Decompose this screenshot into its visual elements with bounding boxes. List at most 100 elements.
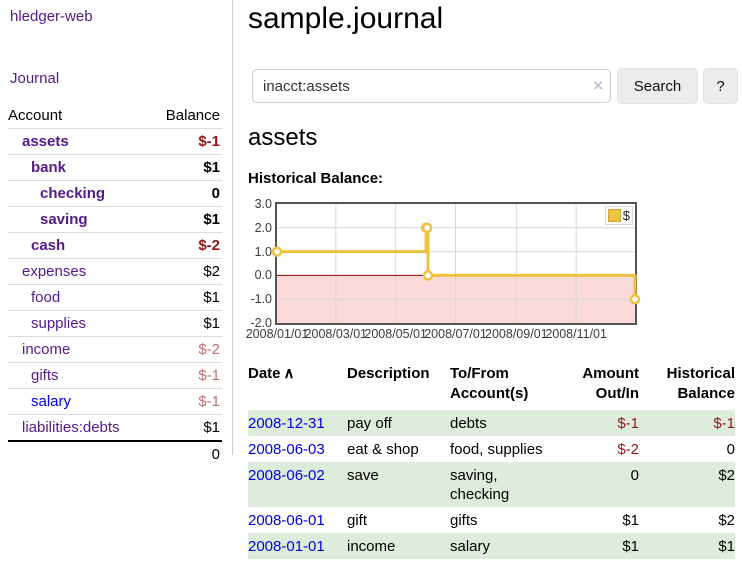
x-axis-tick: 2008/07/01 [424,327,487,341]
transactions-header-row: Date ∧ Description To/From Account(s) Amo… [248,363,735,410]
y-axis-tick: 2.0 [254,220,272,235]
accounts-total-balance: 0 [150,440,222,467]
transaction-row: 2008-06-01 gift gifts $1 $2 [248,507,735,533]
transaction-date-link[interactable]: 2008-06-02 [248,467,325,484]
account-balance: $1 [150,284,222,311]
transaction-balance: $2 [718,467,735,484]
legend-label: $ [622,208,630,223]
account-balance: $2 [150,258,222,285]
search-box: × [252,69,611,103]
accounts-header-account: Account [8,103,151,129]
account-balance: $1 [150,414,222,442]
transaction-accounts: salary [450,538,491,555]
y-axis-tick: 1.0 [254,244,272,259]
account-row: saving $1 [8,206,222,233]
account-link[interactable]: salary [31,393,72,410]
transactions-table-body: 2008-12-31 pay off debts $-1 $-1 2008-06… [248,410,735,559]
account-row: assets $-1 [8,128,222,155]
clear-search-icon[interactable]: × [593,76,603,95]
account-link[interactable]: gifts [31,367,59,384]
search-input[interactable] [252,69,611,103]
account-heading: assets [248,124,318,151]
page-title: sample.journal [248,2,444,35]
account-link[interactable]: assets [22,133,69,150]
transaction-amount: $1 [622,538,639,555]
y-axis-tick: 0.0 [254,268,272,283]
transaction-description: save [347,467,379,484]
transaction-balance: $2 [718,512,735,529]
transaction-description: gift [347,512,368,529]
accounts-table-header: Account Balance [8,103,222,129]
account-link[interactable]: cash [31,237,66,254]
transaction-amount: $-2 [617,441,639,458]
account-link[interactable]: liabilities:debts [22,419,120,436]
transactions-header-date[interactable]: Date ∧ [248,365,295,382]
x-axis-tick: 2008/03/01 [304,327,368,341]
transactions-header-accounts: To/From Account(s) [450,365,529,402]
transaction-date-link[interactable]: 2008-06-01 [248,512,325,529]
account-link[interactable]: income [22,341,71,358]
transaction-accounts: saving, checking [450,467,510,503]
transactions-header-balance: Historical Balance [666,365,735,402]
transaction-amount: $1 [622,512,639,529]
y-axis-tick: 3.0 [254,197,272,211]
y-axis-tick: -2.0 [250,316,272,330]
account-link[interactable]: checking [40,185,106,202]
y-axis-tick: -1.0 [250,292,272,307]
help-button[interactable]: ? [703,68,738,104]
legend-swatch-icon [607,209,621,222]
account-row: liabilities:debts $1 [8,414,222,442]
search-button[interactable]: Search [617,68,698,104]
account-row: bank $1 [8,154,222,181]
transaction-description: income [347,538,396,555]
transaction-row: 2008-12-31 pay off debts $-1 $-1 [248,410,735,436]
transaction-date-link[interactable]: 2008-06-03 [248,441,325,458]
accounts-total-row: 0 [8,440,222,467]
accounts-table: Account Balance assets $-1 bank $1 check… [8,103,222,467]
transaction-row: 2008-06-03 eat & shop food, supplies $-2… [248,436,735,462]
transactions-table: Date ∧ Description To/From Account(s) Amo… [248,363,735,559]
account-link[interactable]: saving [40,211,88,228]
accounts-header-balance: Balance [150,103,222,129]
account-row: expenses $2 [8,258,222,285]
balance-chart: $ 3.0 2.0 1.0 0.0 -1.0 -2.0 2008/01/01 2008/03/… [245,197,668,344]
app-title-link[interactable]: hledger-web [10,8,93,25]
account-balance: $1 [150,206,222,233]
account-balance: 0 [150,180,222,207]
account-row: income $-2 [8,336,222,363]
account-link[interactable]: expenses [22,263,87,280]
transaction-date-link[interactable]: 2008-01-01 [248,538,325,555]
transactions-header-amount: Amount Out/In [582,365,639,402]
balance-chart-svg [271,204,641,323]
balance-chart-plot: $ [271,202,641,325]
account-row: checking 0 [8,180,222,207]
x-axis-tick: 2008/05/01 [364,327,427,341]
account-row: gifts $-1 [8,362,222,389]
accounts-total-spacer [8,440,151,467]
transaction-accounts: gifts [450,512,478,529]
transaction-accounts: debts [450,415,487,432]
accounts-table-body: assets $-1 bank $1 checking 0 saving $1 … [8,128,222,442]
transaction-row: 2008-01-01 income salary $1 $1 [248,533,735,559]
transaction-balance: $-1 [713,415,735,432]
x-axis-tick: 2008/09/01 [485,327,548,341]
sidebar: hledger-web Journal Account Balance asse… [0,0,233,467]
transaction-amount: $-1 [617,415,639,432]
x-axis-tick: 2008/01/01 [245,327,309,341]
main-content: sample.journal × Search ? assets Histori… [245,0,738,582]
account-balance: $-1 [150,388,222,415]
account-row: food $1 [8,284,222,311]
transaction-row: 2008-06-02 save saving, checking 0 $2 [248,462,735,507]
account-balance: $-1 [150,128,222,155]
chart-legend: $ [604,206,633,225]
account-link[interactable]: supplies [31,315,87,332]
account-balance: $-1 [150,362,222,389]
transaction-date-link[interactable]: 2008-12-31 [248,415,325,432]
account-link[interactable]: food [31,289,61,306]
sidebar-item-journal[interactable]: Journal [10,70,60,87]
account-row: supplies $1 [8,310,222,337]
account-balance: $1 [150,310,222,337]
transaction-description: eat & shop [347,441,419,458]
account-link[interactable]: bank [31,159,67,176]
